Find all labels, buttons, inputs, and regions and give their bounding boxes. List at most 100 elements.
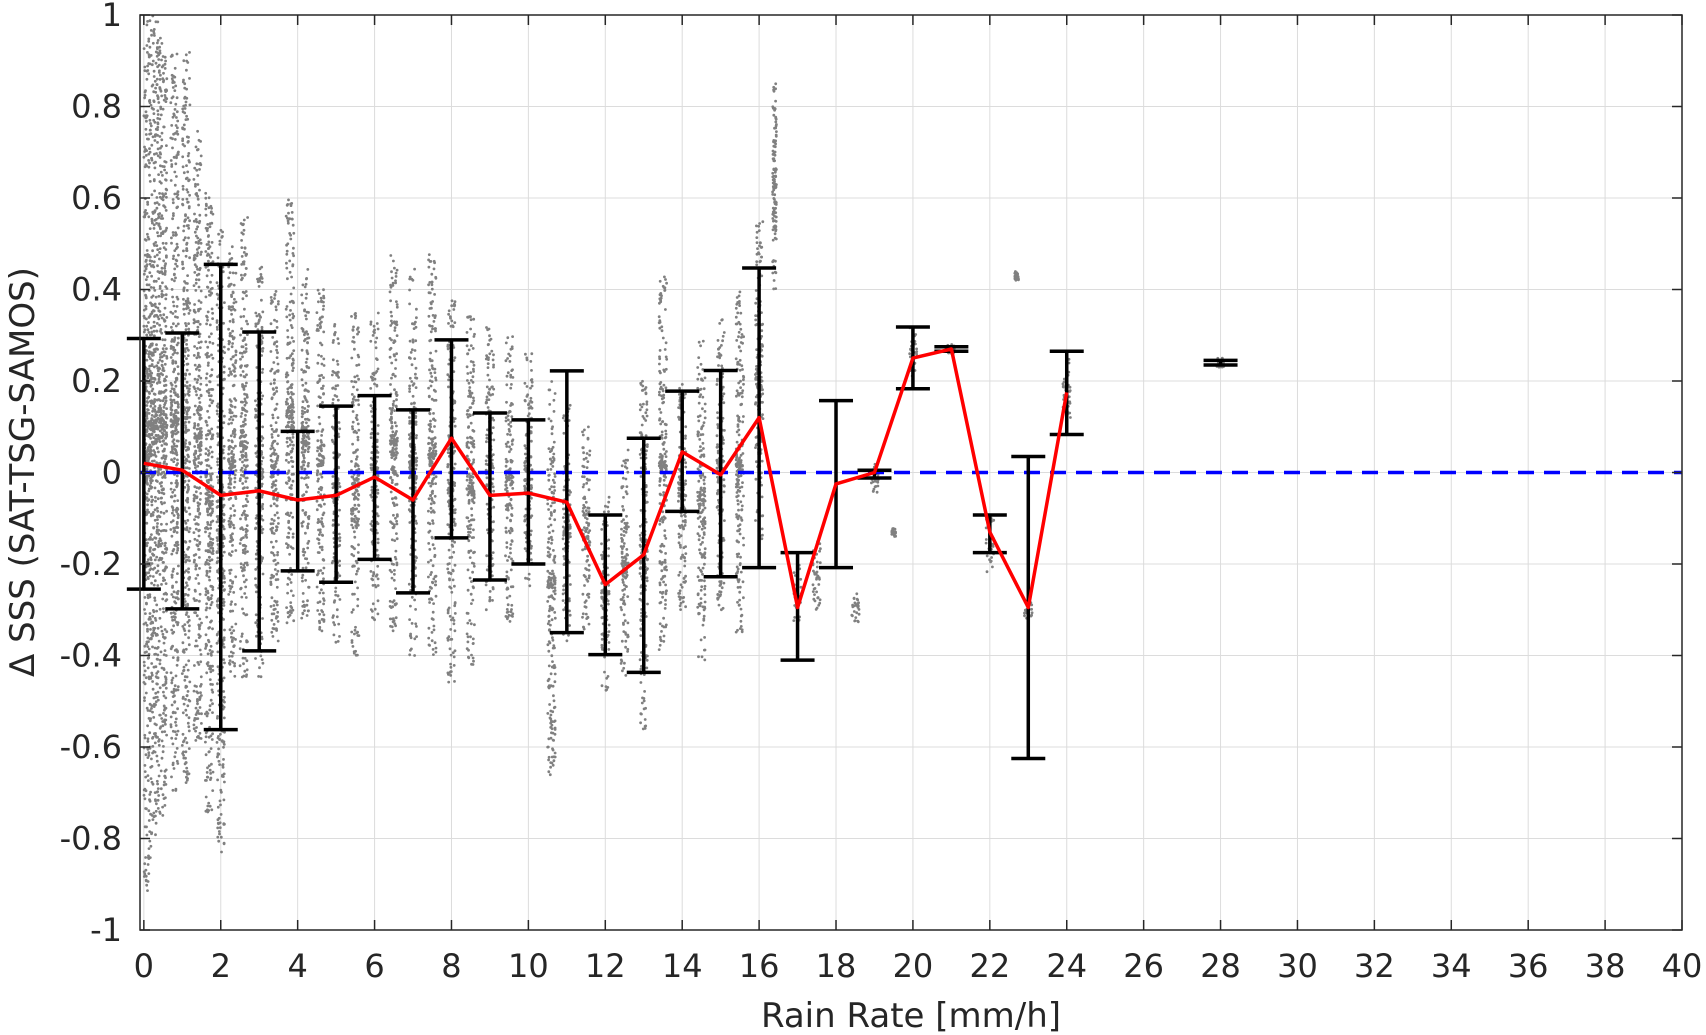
scatter-point	[234, 603, 237, 606]
scatter-point	[155, 329, 159, 333]
scatter-point	[234, 469, 238, 472]
scatter-point	[155, 410, 159, 414]
scatter-point	[171, 506, 175, 510]
scatter-point	[143, 764, 147, 767]
scatter-point	[180, 672, 184, 675]
scatter-point	[302, 553, 306, 557]
scatter-point	[228, 659, 232, 662]
scatter-point	[284, 307, 288, 311]
scatter-point	[150, 814, 154, 817]
scatter-point	[261, 507, 264, 511]
scatter-point	[146, 889, 149, 892]
scatter-point	[147, 809, 151, 813]
scatter-point	[292, 619, 296, 623]
scatter-point	[285, 315, 289, 319]
scatter-point	[173, 457, 176, 460]
scatter-point	[319, 569, 323, 572]
scatter-point	[165, 548, 169, 551]
scatter-point	[144, 110, 148, 114]
scatter-point	[199, 301, 203, 304]
scatter-point	[208, 293, 211, 297]
scatter-point	[211, 585, 215, 589]
scatter-point	[158, 616, 162, 620]
scatter-point	[148, 314, 152, 318]
scatter-point	[210, 450, 214, 454]
scatter-point	[154, 691, 158, 695]
scatter-point	[320, 588, 323, 592]
scatter-point	[316, 449, 319, 453]
scatter-point	[188, 77, 191, 80]
scatter-point	[269, 296, 273, 299]
scatter-point	[205, 771, 209, 774]
scatter-point	[142, 870, 146, 874]
scatter-point	[228, 319, 232, 323]
scatter-point	[276, 302, 280, 306]
scatter-point	[288, 552, 291, 556]
scatter-point	[147, 283, 151, 287]
scatter-point	[301, 566, 305, 570]
scatter-point	[155, 343, 158, 347]
scatter-point	[206, 286, 210, 289]
scatter-point	[216, 500, 220, 504]
scatter-point	[287, 211, 290, 215]
scatter-point	[156, 20, 160, 24]
scatter-point	[169, 394, 173, 398]
scatter-point	[149, 476, 153, 480]
scatter-point	[160, 557, 164, 560]
scatter-point	[208, 768, 212, 772]
scatter-point	[205, 423, 209, 427]
scatter-point	[242, 251, 246, 254]
scatter-point	[216, 778, 220, 782]
scatter-point	[242, 448, 245, 451]
scatter-point	[173, 684, 177, 688]
scatter-point	[165, 287, 169, 290]
scatter-point	[146, 137, 149, 141]
scatter-point	[144, 868, 148, 872]
scatter-point	[290, 611, 293, 615]
scatter-point	[172, 442, 176, 446]
scatter-point	[300, 421, 304, 425]
scatter-point	[143, 596, 147, 599]
scatter-point	[210, 558, 214, 562]
scatter-point	[233, 308, 237, 312]
scatter-point	[315, 311, 319, 314]
scatter-point	[182, 289, 186, 293]
scatter-point	[153, 398, 157, 401]
scatter-point	[157, 391, 161, 395]
scatter-point	[187, 236, 190, 240]
scatter-point	[146, 200, 150, 204]
scatter-point	[187, 577, 191, 580]
scatter-point	[186, 140, 190, 144]
scatter-point	[199, 660, 203, 664]
scatter-point	[184, 322, 187, 325]
scatter-point	[165, 598, 169, 601]
scatter-point	[193, 271, 197, 274]
scatter-point	[245, 476, 249, 480]
scatter-point	[148, 799, 152, 803]
scatter-point	[205, 274, 209, 278]
scatter-point	[144, 295, 148, 298]
scatter-point	[316, 288, 320, 292]
scatter-point	[146, 253, 150, 256]
scatter-point	[156, 248, 160, 252]
scatter-point	[322, 444, 326, 448]
scatter-point	[243, 307, 246, 311]
scatter-point	[211, 547, 215, 550]
scatter-point	[196, 573, 200, 577]
scatter-point	[222, 841, 226, 845]
scatter-point	[164, 425, 168, 429]
scatter-point	[257, 313, 261, 316]
scatter-point	[210, 594, 214, 597]
scatter-point	[144, 238, 148, 242]
scatter-point	[172, 624, 176, 628]
scatter-point	[286, 472, 289, 475]
scatter-point	[274, 429, 277, 433]
scatter-point	[151, 59, 155, 63]
scatter-point	[159, 399, 162, 402]
scatter-point	[205, 383, 209, 387]
scatter-point	[170, 628, 174, 632]
scatter-point	[155, 647, 159, 650]
scatter-point	[336, 337, 340, 341]
scatter-point	[176, 762, 180, 765]
scatter-point	[207, 268, 210, 272]
